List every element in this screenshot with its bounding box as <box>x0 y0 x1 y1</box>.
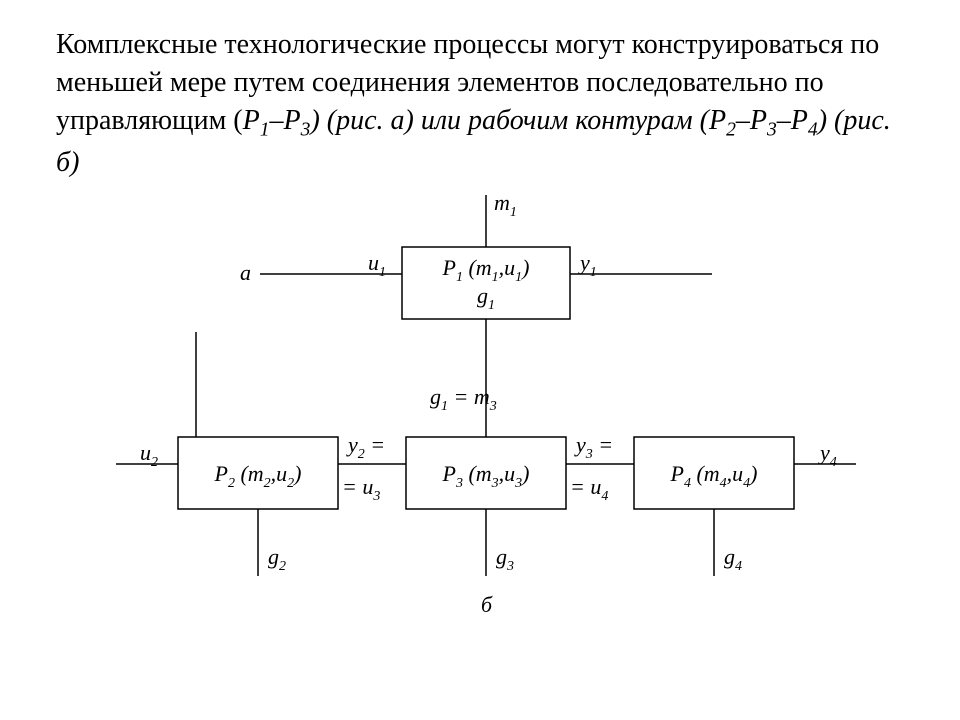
label-eq_u3: = u3 <box>342 474 380 504</box>
label-b: б <box>481 592 493 617</box>
label-y4: y4 <box>818 440 837 470</box>
label-y3: y3 = <box>574 432 613 462</box>
label-g2: g2 <box>268 544 286 574</box>
label-eq_u4: = u4 <box>570 474 608 504</box>
label-a: a <box>240 260 251 285</box>
label-g4: g4 <box>724 544 742 574</box>
block-diagram: P1 (m1,u1)g1P2 (m2,u2)P3 (m3,u3)P4 (m4,u… <box>0 0 960 720</box>
label-m1: m1 <box>494 190 517 220</box>
label-g3: g3 <box>496 544 514 574</box>
label-u1: u1 <box>368 250 386 280</box>
label-y2: y2 = <box>346 432 385 462</box>
label-y1: y1 <box>578 250 597 280</box>
label-u2: u2 <box>140 440 158 470</box>
